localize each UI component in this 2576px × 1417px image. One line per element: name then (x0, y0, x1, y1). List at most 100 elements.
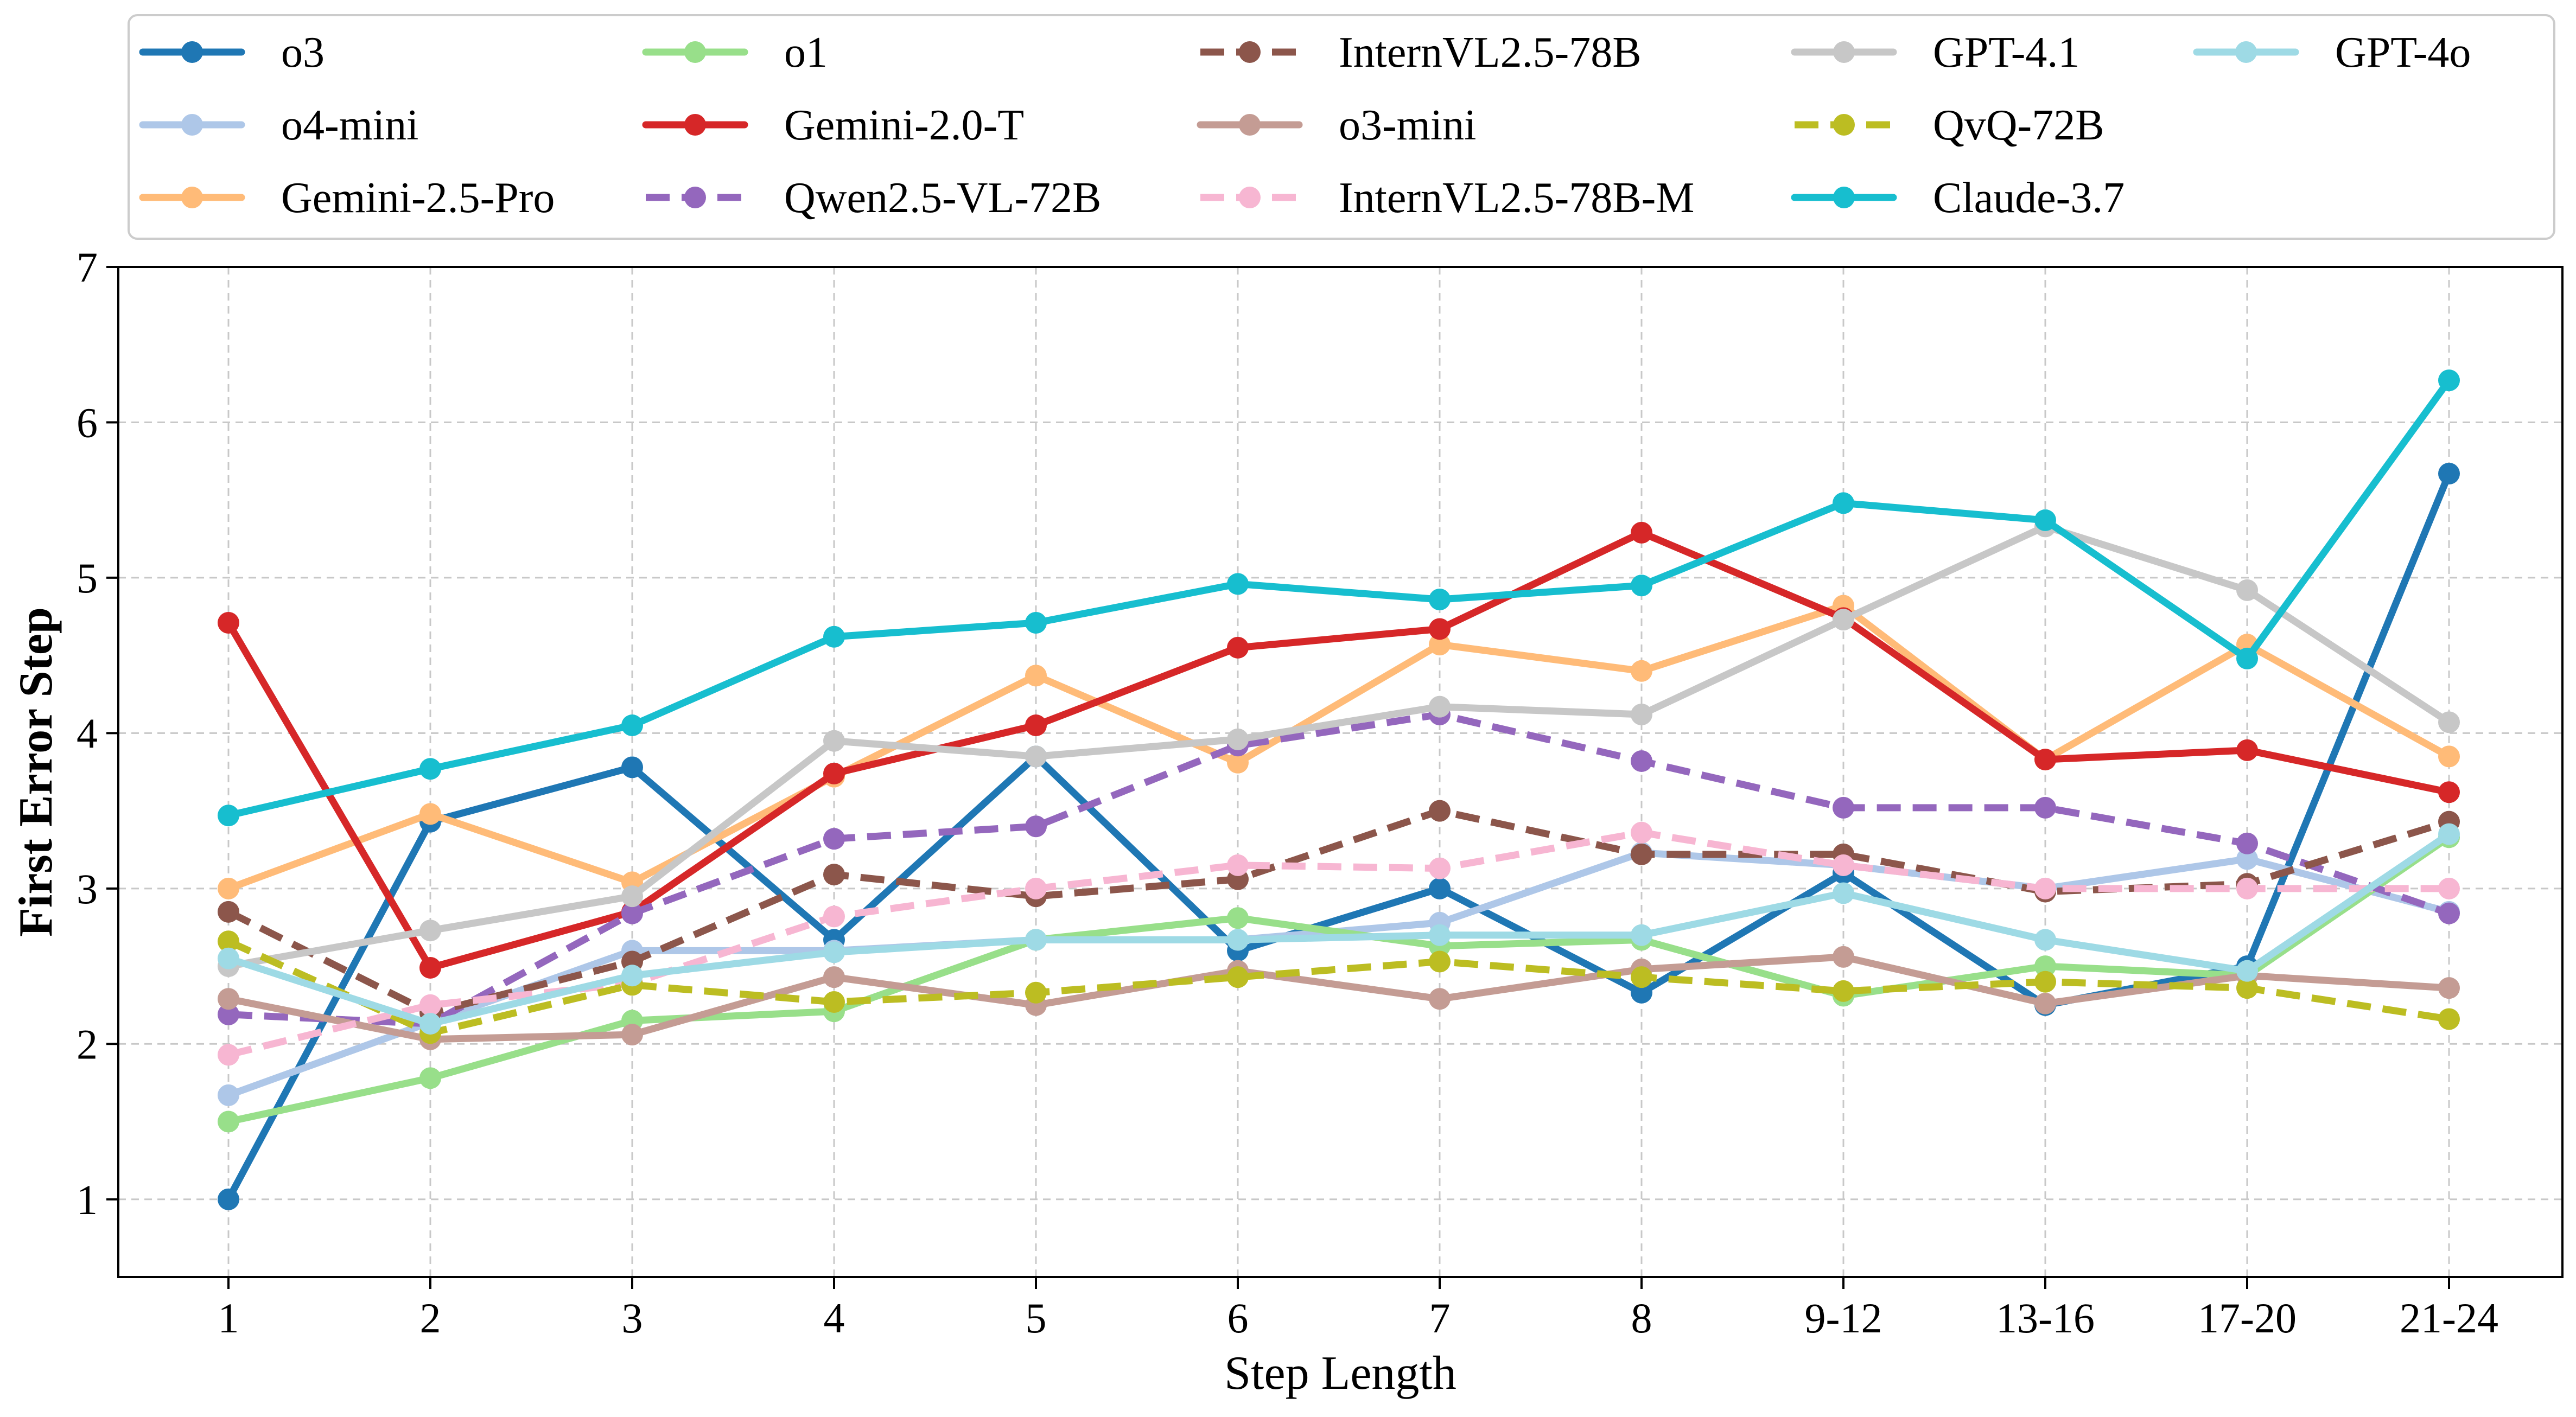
series-o3-mini (218, 946, 2460, 1050)
series-gpt-4-1 (218, 515, 2460, 978)
data-point (218, 611, 239, 634)
legend-swatch-marker (181, 114, 203, 136)
legend-label: GPT-4.1 (1933, 29, 2079, 76)
series-claude-3-7 (218, 369, 2460, 827)
y-axis-title: First Error Step (10, 607, 62, 937)
data-point (2034, 971, 2056, 993)
x-tick-label: 4 (824, 1294, 845, 1342)
data-point (1227, 929, 1249, 951)
data-point (823, 966, 845, 988)
data-point (2236, 579, 2258, 601)
data-point (2438, 1008, 2460, 1030)
legend-item-gpt-4-1: GPT-4.1 (1791, 29, 2079, 76)
legend-item-qvq-72b: QvQ-72B (1795, 101, 2104, 149)
legend-swatch-marker (2235, 41, 2257, 63)
series-line (225, 953, 2453, 1043)
y-tick-label: 1 (77, 1176, 98, 1223)
legend: o3 o4-mini Gemini-2.5-Pro o1 Gemini-2.0-T Qwe… (139, 29, 2471, 222)
data-point (1429, 877, 1451, 899)
data-point (2236, 848, 2258, 870)
y-tick-label: 5 (77, 554, 98, 602)
data-point (2236, 977, 2258, 999)
data-point (621, 965, 643, 987)
data-point (1833, 980, 1854, 1002)
legend-item-gemini-2-0-t: Gemini-2.0-T (642, 101, 1024, 149)
data-point (823, 828, 845, 850)
data-point (2236, 647, 2258, 669)
data-point (419, 1013, 441, 1035)
data-point (2438, 902, 2460, 924)
legend-item-gpt-4o: GPT-4o (2193, 29, 2471, 76)
legend-swatch-marker (181, 187, 203, 208)
data-point (823, 991, 845, 1013)
legend-label: InternVL2.5-78B (1339, 29, 1642, 76)
data-point (1429, 924, 1451, 946)
x-tick-label: 7 (1429, 1294, 1451, 1342)
x-tick-label: 6 (1227, 1294, 1249, 1342)
data-point (1631, 821, 1652, 844)
legend-item-o3: o3 (139, 29, 325, 76)
data-point (621, 1024, 643, 1046)
series-line (225, 470, 2453, 1203)
data-point (621, 902, 643, 924)
data-point (2034, 955, 2056, 978)
series-gpt-4o (218, 823, 2460, 1035)
data-point (1631, 981, 1652, 1004)
y-tick-label: 2 (77, 1020, 98, 1068)
legend-item-gemini-2-5-pro: Gemini-2.5-Pro (139, 174, 555, 222)
data-point (1631, 924, 1652, 946)
legend-label: o1 (784, 29, 828, 76)
legend-label: GPT-4o (2335, 29, 2471, 76)
x-tick-label: 5 (1026, 1294, 1047, 1342)
legend-swatch-marker (1833, 114, 1855, 136)
data-point (1025, 815, 1047, 838)
legend-item-claude-3-7: Claude-3.7 (1791, 174, 2125, 222)
data-point (2438, 781, 2460, 803)
data-point (1025, 611, 1047, 634)
legend-label: Claude-3.7 (1933, 174, 2125, 222)
data-point (1631, 575, 1652, 597)
data-point (419, 956, 441, 979)
data-point (1025, 665, 1047, 687)
data-point (823, 864, 845, 886)
x-tick-label: 1 (218, 1294, 239, 1342)
legend-swatch-marker (1239, 187, 1261, 208)
legend-label: o3-mini (1339, 101, 1476, 149)
x-tick-label: 17-20 (2198, 1294, 2297, 1342)
data-point (1429, 589, 1451, 611)
grid (118, 266, 2562, 1277)
data-point (1833, 854, 1854, 876)
data-point (1429, 800, 1451, 822)
data-point (823, 625, 845, 648)
data-point (218, 947, 239, 969)
data-point (1833, 796, 1854, 819)
series-o4-mini (218, 841, 2460, 1106)
data-point (2438, 877, 2460, 899)
legend-label: InternVL2.5-78B-M (1339, 174, 1694, 222)
data-point (2034, 509, 2056, 531)
legend-swatch-marker (181, 41, 203, 63)
y-tick-label: 4 (77, 710, 98, 757)
data-point (218, 805, 239, 827)
data-point (2034, 877, 2056, 899)
legend-label: o3 (281, 29, 325, 76)
data-point (1227, 966, 1249, 988)
legend-swatch-marker (684, 114, 706, 136)
data-point (218, 988, 239, 1010)
data-point (1025, 745, 1047, 768)
data-point (2438, 745, 2460, 768)
data-point (419, 1067, 441, 1089)
data-point (218, 1110, 239, 1133)
axes: 1 2 3 4 5 6 7 8 9-12 13-16 17-20 21-24 1 2 3 4 5 6 7 (77, 244, 2498, 1342)
data-point (1631, 660, 1652, 682)
data-point (419, 803, 441, 825)
data-point (218, 901, 239, 923)
data-point (2236, 960, 2258, 982)
data-point (823, 905, 845, 928)
legend-label: Gemini-2.5-Pro (281, 174, 555, 222)
legend-label: o4-mini (281, 101, 418, 149)
data-point (621, 714, 643, 737)
legend-item-o3-mini: o3-mini (1197, 101, 1476, 149)
series-line (228, 711, 2451, 1027)
